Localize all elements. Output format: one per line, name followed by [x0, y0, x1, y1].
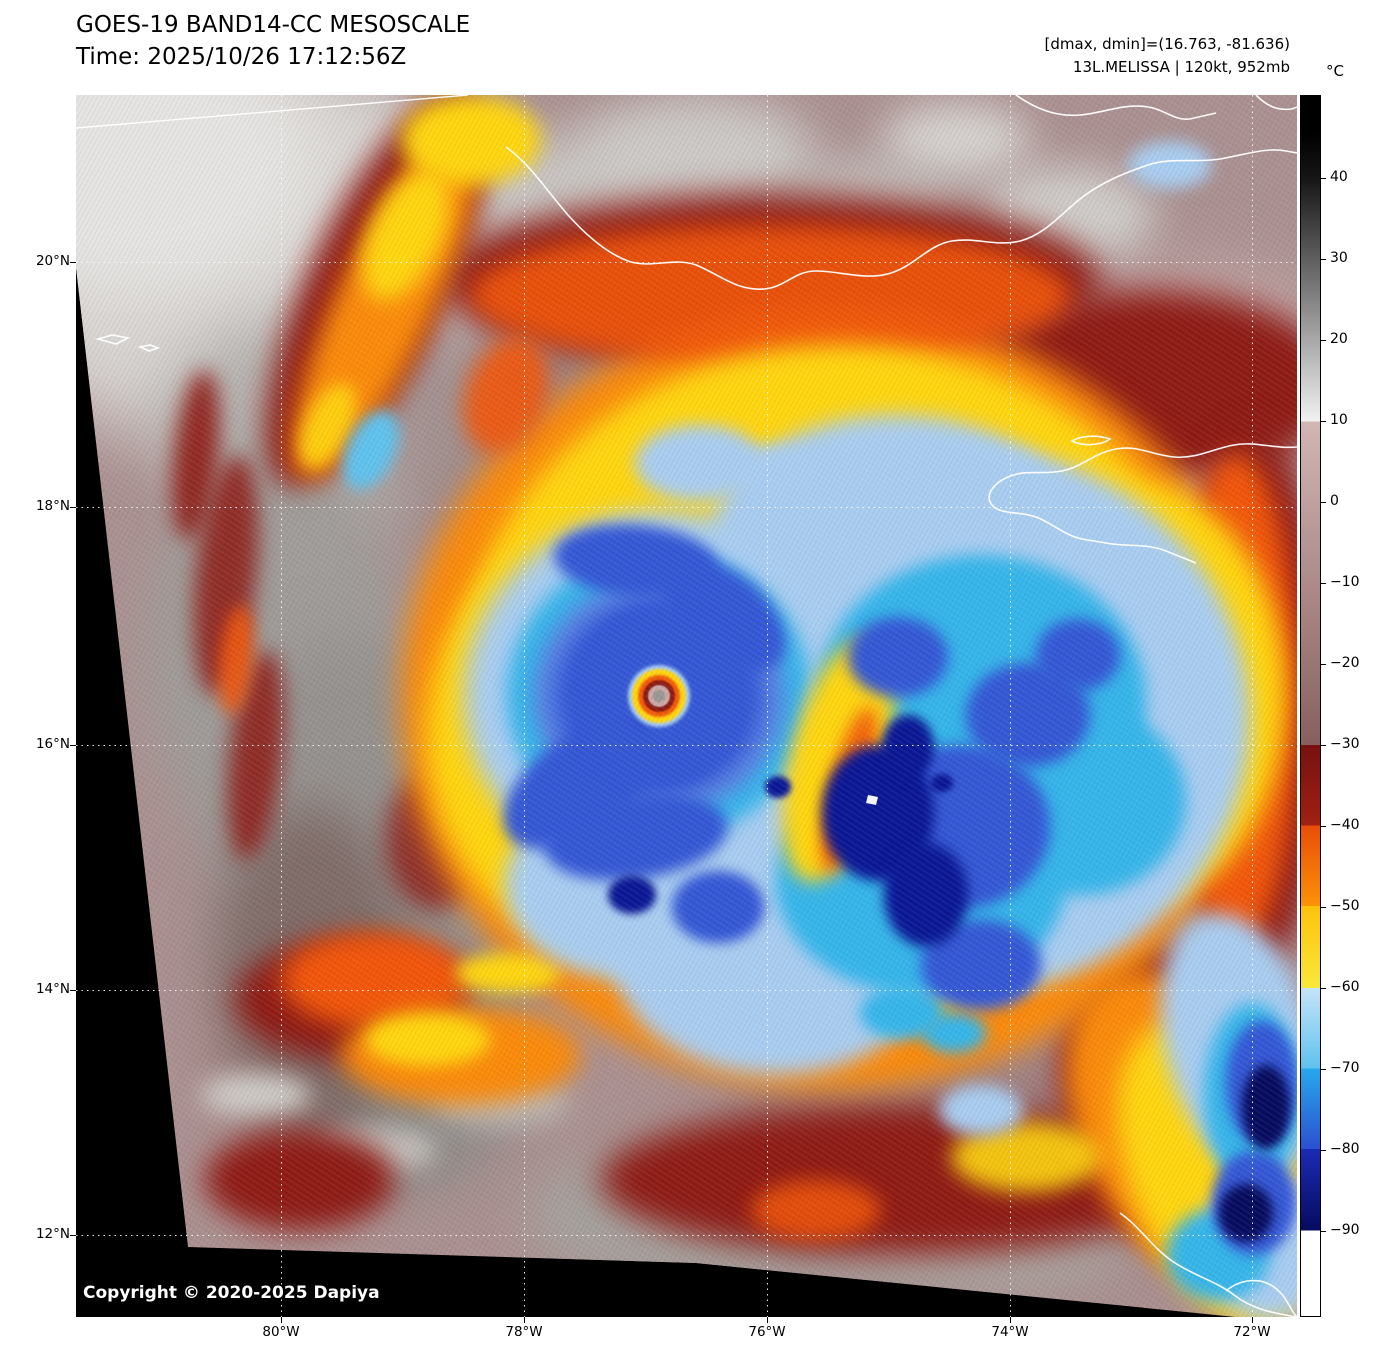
colorbar-tick-label: −20 [1330, 655, 1360, 671]
ir-cloud-blob [931, 774, 953, 792]
lon-label: 80°W [262, 1324, 300, 1340]
colorbar-tick-label: 30 [1330, 250, 1348, 266]
coastline-guajira [1119, 1212, 1297, 1317]
lat-label: 18°N [35, 498, 70, 514]
lon-tick-mark [1010, 1317, 1011, 1323]
ir-cloud-blob [201, 1073, 311, 1117]
ir-cloud-blob [470, 225, 1070, 365]
lon-tick-mark [281, 1317, 282, 1323]
ir-cloud-blob [1128, 141, 1212, 189]
colorbar-tick-mark [1321, 1150, 1326, 1151]
lat-tick-mark [70, 745, 76, 746]
dmax-dmin-readout: [dmax, dmin]=(16.763, -81.636) [1044, 35, 1290, 53]
coastline-cayman-islands [95, 334, 131, 345]
colorbar [1300, 95, 1321, 1317]
coastlines-svg [76, 95, 1297, 1317]
colorbar-tick-mark [1321, 583, 1326, 584]
colorbar-tick-mark [1321, 907, 1326, 908]
ir-cloud-blob [1242, 1065, 1290, 1149]
colorbar-tick-label: −90 [1330, 1222, 1360, 1238]
page-title: GOES-19 BAND14-CC MESOSCALE [76, 12, 471, 38]
coastline-cayman-islands2 [137, 344, 161, 352]
colorbar-tick-mark [1321, 745, 1326, 746]
ir-cloud-blob [882, 715, 934, 779]
storm-info: 13L.MELISSA | 120kt, 952mb [1072, 58, 1290, 76]
lat-tick-mark [70, 990, 76, 991]
coastline-cuba-north [1015, 95, 1217, 120]
lon-label: 72°W [1233, 1324, 1271, 1340]
colorbar-tick-label: 0 [1330, 493, 1339, 509]
coastline-cuba-north2 [1255, 95, 1297, 111]
colorbar-tick-mark [1321, 1069, 1326, 1070]
colorbar-tick-mark [1321, 178, 1326, 179]
ir-cloud-blob [456, 953, 560, 993]
eye-center [653, 690, 665, 702]
colorbar-tick-label: −50 [1330, 898, 1360, 914]
colorbar-tick-mark [1321, 259, 1326, 260]
coastline-tortuga-island [1070, 435, 1112, 446]
ir-cloud-blob [737, 447, 827, 499]
colorbar-tick-mark [1321, 502, 1326, 503]
ir-cloud-blob [922, 1013, 986, 1053]
lat-tick-mark [70, 1235, 76, 1236]
storm-position-marker [866, 795, 878, 805]
lat-label: 12°N [35, 1226, 70, 1242]
colorbar-tick-label: 40 [1330, 169, 1348, 185]
map-plot-area: Copyright © 2020-2025 Dapiya [76, 95, 1297, 1317]
timestamp: Time: 2025/10/26 17:12:56Z [76, 44, 407, 70]
ir-cloud-blob [751, 1180, 881, 1240]
colorbar-tick-mark [1321, 421, 1326, 422]
ir-cloud-blob [672, 871, 764, 943]
colorbar-tick-mark [1321, 826, 1326, 827]
colorbar-unit-label: °C [1326, 62, 1344, 80]
colorbar-tick-mark [1321, 1231, 1326, 1232]
sector-edge-line [76, 95, 469, 129]
lat-label: 20°N [35, 253, 70, 269]
lon-tick-mark [1252, 1317, 1253, 1323]
colorbar-tick-label: −30 [1330, 736, 1360, 752]
ir-cloud-blob [884, 843, 968, 947]
colorbar-tick-label: 10 [1330, 412, 1348, 428]
lon-label: 76°W [748, 1324, 786, 1340]
colorbar-tick-label: −60 [1330, 979, 1360, 995]
colorbar-tick-mark [1321, 988, 1326, 989]
lat-tick-mark [70, 507, 76, 508]
colorbar-tick-label: −40 [1330, 817, 1360, 833]
lon-tick-mark [767, 1317, 768, 1323]
ir-cloud-blob [848, 617, 948, 697]
ir-cloud-blob [1036, 619, 1120, 691]
colorbar-tick-label: −70 [1330, 1060, 1360, 1076]
coastline-hispaniola-north [988, 443, 1297, 564]
colorbar-tick-mark [1321, 664, 1326, 665]
coastline-guajira2 [1225, 1279, 1297, 1317]
header-right: [dmax, dmin]=(16.763, -81.636) 13L.MELIS… [1045, 33, 1290, 79]
colorbar-tick-label: −80 [1330, 1141, 1360, 1157]
ir-cloud-blob [608, 876, 656, 914]
ir-cloud-blob [1219, 1184, 1273, 1242]
colorbar-tick-mark [1321, 340, 1326, 341]
ir-cloud-blob [366, 1014, 490, 1066]
ir-cloud-blob [765, 776, 791, 798]
lon-label: 78°W [505, 1324, 543, 1340]
colorbar-tick-label: 20 [1330, 331, 1348, 347]
colorbar-tick-label: −10 [1330, 574, 1360, 590]
lat-label: 16°N [35, 736, 70, 752]
lon-tick-mark [524, 1317, 525, 1323]
lat-tick-mark [70, 262, 76, 263]
lon-label: 74°W [991, 1324, 1029, 1340]
ir-cloud-blob [205, 1130, 395, 1230]
coastline-cuba-south [505, 146, 1297, 290]
lat-label: 14°N [35, 981, 70, 997]
copyright-text: Copyright © 2020-2025 Dapiya [83, 1283, 380, 1303]
ir-cloud-blob [939, 1084, 1023, 1136]
